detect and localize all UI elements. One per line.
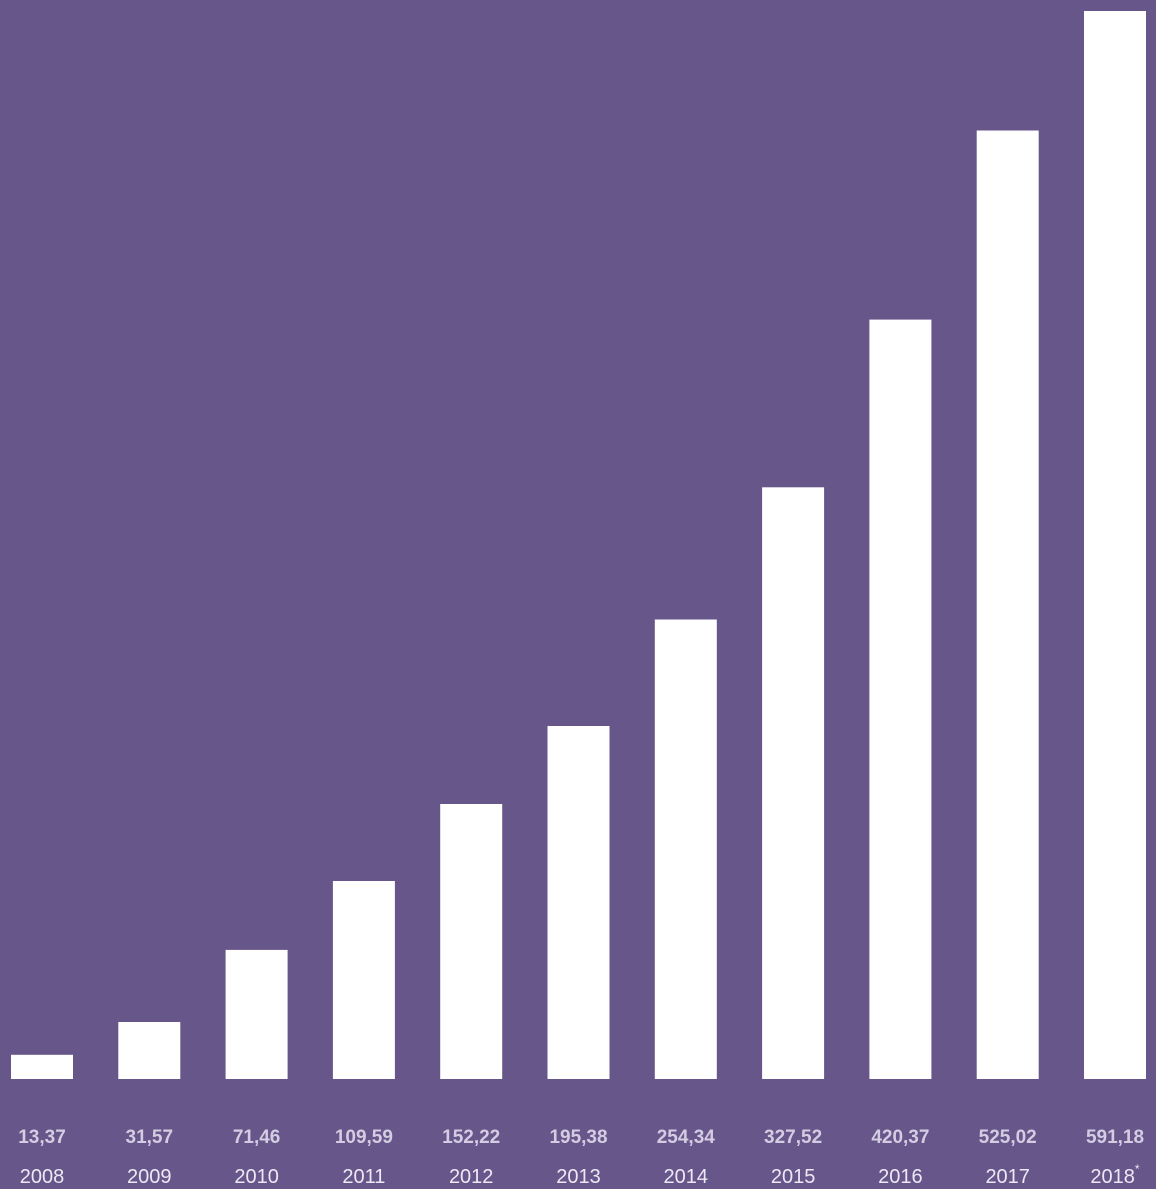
bar-2008 [11,1054,73,1079]
year-label-2017: 2017 [985,1166,1030,1188]
year-text: 2014 [664,1166,709,1188]
year-label-2011: 2011 [342,1166,385,1188]
bar-2012 [440,804,503,1079]
year-text: 2015 [771,1166,816,1188]
value-label-2010: 71,46 [233,1127,281,1148]
bar-2014 [654,619,717,1079]
value-labels-group: 13,37 31,57 71,46 109,59 152,22 195,38 254,34 3… [18,1127,1144,1148]
year-label-2016: 2016 [878,1166,923,1188]
value-label-2017: 525,02 [979,1127,1037,1148]
bar-2013 [547,726,610,1079]
bar-2018 [1084,11,1146,1079]
year-label-2012: 2012 [449,1166,494,1188]
year-text: 2016 [878,1166,923,1188]
bar-2009 [118,1022,181,1079]
bar-2010 [225,949,288,1079]
bar-2016 [869,319,932,1080]
bar-2011 [332,881,395,1079]
bar-2015 [762,487,825,1079]
year-text: 2010 [234,1166,279,1188]
year-label-2010: 2010 [234,1166,279,1188]
value-label-2016: 420,37 [871,1127,929,1148]
year-footnote-mark: * [1135,1162,1140,1176]
year-text: 2013 [556,1166,601,1188]
value-label-2011: 109,59 [335,1127,393,1148]
year-text: 2012 [449,1166,494,1188]
year-label-2014: 2014 [664,1166,709,1188]
bar-2017 [976,130,1039,1079]
year-text: 2018 [1090,1166,1135,1188]
year-text: 2008 [20,1166,65,1188]
year-label-2018: 2018* [1090,1162,1140,1188]
year-text: 2017 [985,1166,1030,1188]
year-label-2013: 2013 [556,1166,601,1188]
year-label-2015: 2015 [771,1166,816,1188]
year-labels-group: 2008 2009 2010 2011 2012 2013 2014 2015 2016 2017… [20,1162,1140,1188]
value-label-2013: 195,38 [549,1127,607,1148]
value-label-2008: 13,37 [18,1127,66,1148]
year-label-2009: 2009 [127,1166,172,1188]
bars-group [11,11,1146,1080]
year-text: 2009 [127,1166,172,1188]
value-label-2015: 327,52 [764,1127,822,1148]
year-text: 2011 [342,1166,385,1188]
value-label-2009: 31,57 [126,1127,174,1148]
value-label-2014: 254,34 [657,1127,716,1148]
year-label-2008: 2008 [20,1166,65,1188]
value-label-2018: 591,18 [1086,1127,1144,1148]
value-label-2012: 152,22 [442,1127,500,1148]
